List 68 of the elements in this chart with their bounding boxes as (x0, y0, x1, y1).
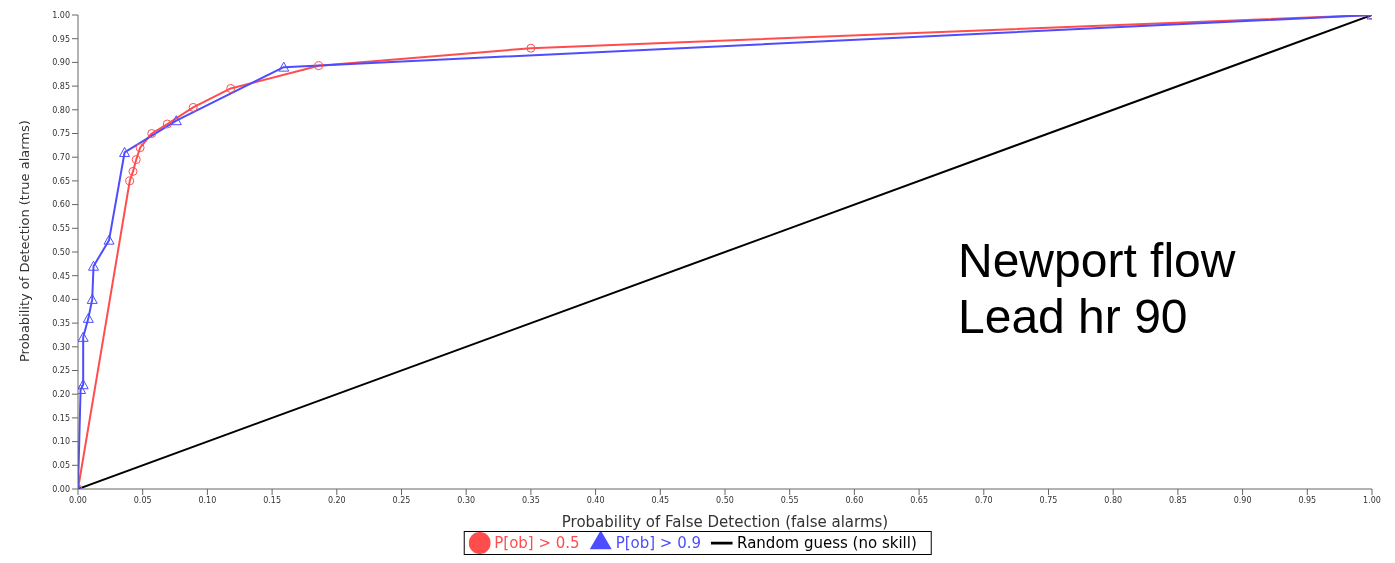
legend-label: P[ob] > 0.9 (615, 533, 702, 552)
x-tick-label: 0.55 (780, 495, 799, 505)
y-tick-label: 0.90 (52, 58, 70, 68)
x-tick-label: 0.00 (69, 495, 87, 505)
y-tick-label: 0.85 (52, 81, 70, 91)
y-tick-label: 0.50 (52, 247, 70, 257)
point (88, 260, 100, 271)
y-tick-label: 0.30 (52, 342, 70, 352)
point (119, 146, 131, 157)
x-tick-label: 1.00 (1363, 495, 1381, 505)
annotation: Lead hr 90 (958, 289, 1189, 345)
y-tick-label: 0.60 (52, 200, 70, 210)
y-axis-title: Probability of Detection (true alarms) (16, 120, 32, 362)
x-tick-label: 0.75 (1039, 495, 1058, 505)
y-tick-label: 0.25 (52, 366, 70, 376)
y-tick-label: 0.35 (52, 318, 70, 328)
y-tick-label: 0.95 (52, 34, 70, 44)
point (226, 83, 236, 93)
y-tick-label: 0.40 (52, 295, 70, 305)
legend-label: Random guess (no skill) (737, 533, 917, 552)
y-tick-label: 0.70 (52, 153, 70, 163)
x-tick-label: 0.05 (133, 495, 152, 505)
x-tick-label: 0.40 (586, 495, 605, 505)
legend-label: P[ob] > 0.5 (494, 533, 580, 552)
x-axis-title: Probability of False Detection (false alarms) (561, 513, 889, 531)
point (128, 166, 138, 176)
x-tick-label: 0.45 (651, 495, 670, 505)
y-tick-label: 0.55 (52, 224, 70, 234)
x-tick-label: 0.25 (392, 495, 411, 505)
y-tick-label: 0.65 (52, 176, 70, 186)
y-tick-label: 0.80 (52, 105, 70, 115)
x-tick-label: 0.80 (1104, 495, 1123, 505)
x-tick-label: 0.70 (974, 495, 993, 505)
x-tick-label: 0.65 (910, 495, 929, 505)
x-tick-label: 0.50 (716, 495, 734, 505)
y-tick-label: 0.05 (52, 461, 70, 471)
point (135, 143, 145, 153)
point (78, 379, 89, 390)
point (314, 61, 324, 71)
x-tick-label: 0.90 (1233, 495, 1252, 505)
point (188, 102, 198, 112)
y-tick-label: 0.45 (52, 271, 70, 281)
x-tick-label: 0.30 (457, 495, 476, 505)
point (162, 119, 172, 129)
x-tick-label: 0.10 (198, 495, 217, 505)
y-tick-label: 1.00 (52, 10, 70, 20)
point (147, 129, 157, 138)
point (170, 115, 182, 126)
point (82, 312, 94, 323)
y-tick-label: 0.10 (52, 437, 70, 447)
x-tick-label: 0.15 (263, 495, 282, 505)
point (86, 293, 98, 304)
x-tick-label: 0.35 (521, 495, 540, 505)
point (103, 234, 115, 245)
point (131, 155, 141, 165)
y-tick-label: 0.20 (52, 390, 70, 400)
point (125, 176, 135, 186)
x-tick-label: 0.85 (1168, 495, 1187, 505)
point (278, 61, 290, 72)
annotation: Newport flow (958, 233, 1236, 289)
x-tick-label: 0.95 (1298, 495, 1317, 505)
y-tick-label: 0.00 (52, 484, 70, 494)
y-tick-label: 0.15 (52, 413, 70, 423)
point (78, 331, 89, 342)
point (526, 43, 536, 53)
x-tick-label: 0.60 (845, 495, 864, 505)
y-tick-label: 0.75 (52, 129, 70, 139)
x-tick-label: 0.20 (327, 495, 346, 505)
